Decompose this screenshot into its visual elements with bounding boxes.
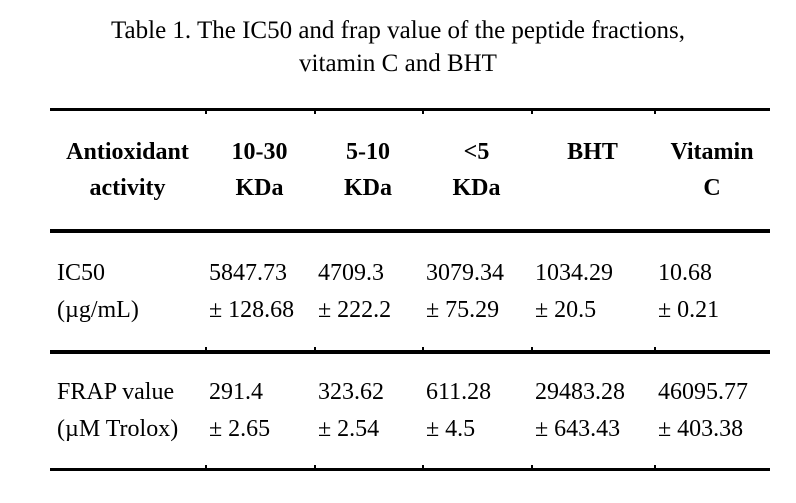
cell-frap-bht-sd: ± 643.43 bbox=[535, 416, 621, 442]
cell-frap-bht: 29483.28 ± 643.43 bbox=[531, 374, 654, 448]
cell-ic50-10-30-mean: 5847.73 bbox=[209, 259, 287, 286]
row-label-ic50: IC50 (µg/mL) bbox=[50, 255, 205, 329]
header-lt5-line1: <5 bbox=[463, 139, 490, 165]
cell-ic50-5-10-sd: ± 222.2 bbox=[318, 296, 392, 323]
column-tick bbox=[531, 347, 533, 350]
row-label-frap: FRAP value (µM Trolox) bbox=[50, 374, 205, 448]
row-label-frap-line1: FRAP value bbox=[57, 379, 175, 405]
cell-ic50-vitamin-sd: ± 0.21 bbox=[658, 296, 720, 323]
column-tick bbox=[314, 111, 316, 114]
table-rule-header bbox=[50, 229, 770, 233]
cell-ic50-10-30-sd: ± 128.68 bbox=[209, 296, 295, 323]
table-caption-line1: Table 1. The IC50 and frap value of the … bbox=[111, 17, 685, 44]
table-caption-line2: vitamin C and BHT bbox=[299, 50, 497, 77]
cell-ic50-vitamin-mean: 10.68 bbox=[658, 259, 712, 286]
data-table: Antioxidant activity 10-30 KDa 5-10 KDa … bbox=[50, 108, 770, 471]
column-tick bbox=[205, 347, 207, 350]
header-5-10-line2: KDa bbox=[344, 175, 392, 201]
header-10-30-line1: 10-30 bbox=[231, 139, 288, 165]
table-rule-top bbox=[50, 108, 770, 114]
cell-ic50-lt5-sd: ± 75.29 bbox=[426, 296, 500, 323]
table-rule-bottom bbox=[50, 465, 770, 471]
header-antioxidant-line1: Antioxidant bbox=[66, 139, 189, 165]
cell-frap-bht-mean: 29483.28 bbox=[535, 379, 625, 405]
column-tick bbox=[314, 465, 316, 468]
cell-ic50-lt5-mean: 3079.34 bbox=[426, 259, 504, 286]
cell-frap-5-10-kda: 323.62 ± 2.54 bbox=[314, 374, 422, 448]
cell-frap-lt5-sd: ± 4.5 bbox=[426, 416, 476, 442]
header-lt5-line2: KDa bbox=[452, 175, 501, 201]
cell-ic50-bht: 1034.29 ± 20.5 bbox=[531, 255, 654, 329]
header-10-30-line2: KDa bbox=[235, 175, 284, 201]
column-tick bbox=[531, 465, 533, 468]
column-tick bbox=[654, 347, 656, 350]
table-header-row: Antioxidant activity 10-30 KDa 5-10 KDa … bbox=[50, 111, 770, 229]
header-lt5-kda: <5 KDa bbox=[422, 134, 531, 206]
table-row-frap: FRAP value (µM Trolox) 291.4 ± 2.65 323.… bbox=[50, 354, 770, 468]
cell-frap-vitamin-c: 46095.77 ± 403.38 bbox=[654, 374, 770, 448]
cell-ic50-vitamin-c: 10.68 ± 0.21 bbox=[654, 255, 770, 329]
row-label-ic50-line1: IC50 bbox=[57, 259, 105, 286]
cell-frap-lt5-mean: 611.28 bbox=[426, 379, 492, 405]
column-tick bbox=[422, 111, 424, 114]
cell-frap-lt5-kda: 611.28 ± 4.5 bbox=[422, 374, 531, 448]
cell-frap-10-30-kda: 291.4 ± 2.65 bbox=[205, 374, 314, 448]
cell-frap-vitamin-mean: 46095.77 bbox=[658, 379, 748, 405]
column-tick bbox=[654, 465, 656, 468]
column-tick bbox=[531, 111, 533, 114]
cell-frap-5-10-mean: 323.62 bbox=[318, 379, 384, 405]
column-tick bbox=[654, 111, 656, 114]
row-label-frap-line2: (µM Trolox) bbox=[57, 416, 179, 442]
column-tick bbox=[205, 111, 207, 114]
header-vitamin-line2: C bbox=[703, 175, 721, 201]
column-tick bbox=[422, 347, 424, 350]
header-10-30-kda: 10-30 KDa bbox=[205, 134, 314, 206]
column-tick bbox=[205, 465, 207, 468]
cell-ic50-lt5-kda: 3079.34 ± 75.29 bbox=[422, 255, 531, 329]
header-antioxidant-activity: Antioxidant activity bbox=[50, 134, 205, 206]
header-bht: BHT bbox=[531, 134, 654, 206]
column-tick bbox=[314, 347, 316, 350]
header-5-10-kda: 5-10 KDa bbox=[314, 134, 422, 206]
cell-frap-vitamin-sd: ± 403.38 bbox=[658, 416, 744, 442]
header-vitamin-c: Vitamin C bbox=[654, 134, 770, 206]
column-tick bbox=[422, 465, 424, 468]
cell-ic50-5-10-mean: 4709.3 bbox=[318, 259, 384, 286]
header-antioxidant-line2: activity bbox=[89, 175, 166, 201]
row-label-ic50-line2: (µg/mL) bbox=[57, 296, 139, 323]
cell-ic50-5-10-kda: 4709.3 ± 222.2 bbox=[314, 255, 422, 329]
cell-ic50-bht-mean: 1034.29 bbox=[535, 259, 613, 286]
cell-ic50-10-30-kda: 5847.73 ± 128.68 bbox=[205, 255, 314, 329]
cell-frap-10-30-mean: 291.4 bbox=[209, 379, 263, 405]
header-bht-line1: BHT bbox=[567, 139, 618, 165]
table-caption: Table 1. The IC50 and frap value of the … bbox=[0, 14, 796, 80]
cell-frap-5-10-sd: ± 2.54 bbox=[318, 416, 380, 442]
header-vitamin-line1: Vitamin bbox=[670, 139, 754, 165]
header-5-10-line1: 5-10 bbox=[346, 139, 390, 165]
cell-frap-10-30-sd: ± 2.65 bbox=[209, 416, 271, 442]
cell-ic50-bht-sd: ± 20.5 bbox=[535, 296, 597, 323]
table-row-ic50: IC50 (µg/mL) 5847.73 ± 128.68 4709.3 ± 2… bbox=[50, 233, 770, 350]
table-rule-mid bbox=[50, 347, 770, 354]
